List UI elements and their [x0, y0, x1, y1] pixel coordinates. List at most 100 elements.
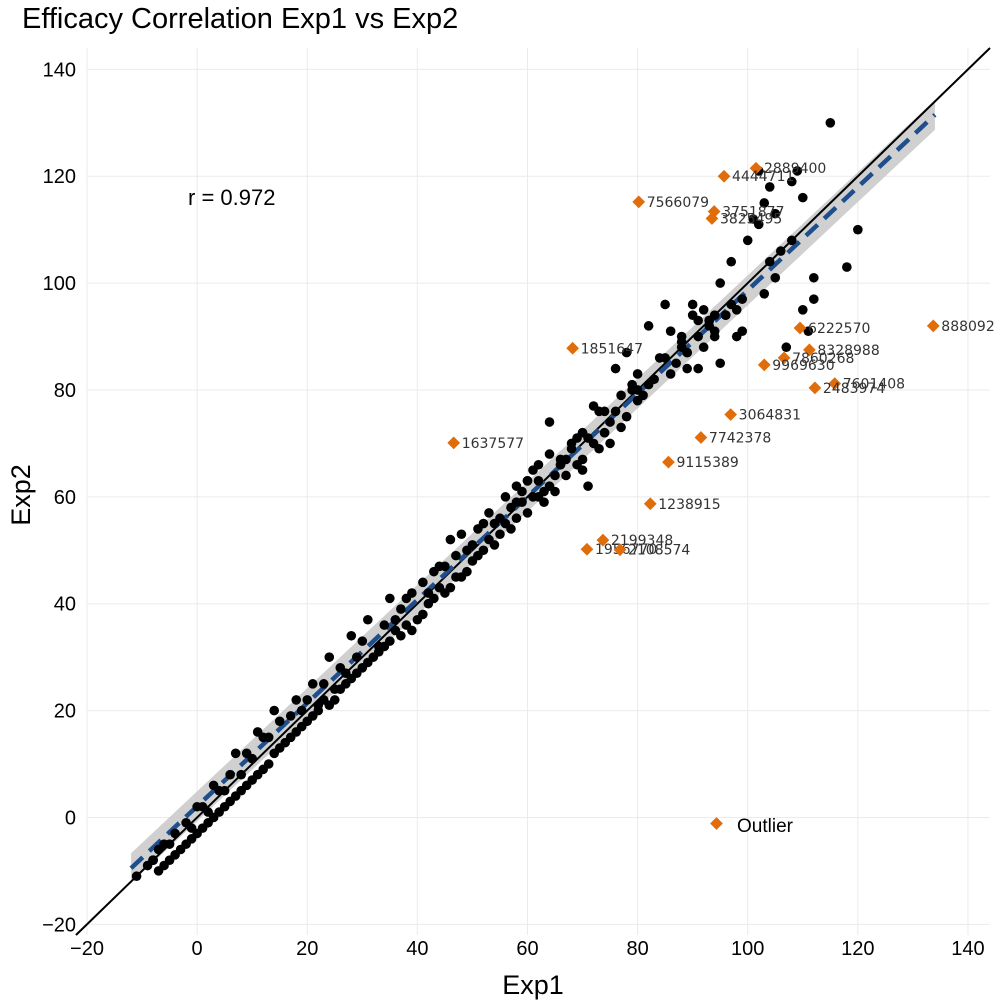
data-point [809, 272, 819, 283]
outlier-label: 1956770 [595, 542, 657, 558]
data-point [781, 342, 792, 353]
data-point [610, 406, 621, 417]
data-point [605, 417, 615, 427]
y-tick-label: 20 [54, 701, 76, 723]
outlier-point [926, 319, 940, 333]
data-point [467, 540, 478, 550]
data-point [153, 844, 164, 855]
data-point [423, 588, 434, 598]
data-point [621, 411, 632, 422]
data-point [423, 598, 434, 609]
data-point [599, 427, 610, 438]
data-point [671, 358, 681, 369]
data-point [192, 801, 202, 812]
data-point [797, 305, 808, 315]
y-axis-title: Exp2 [6, 464, 36, 526]
outlier-point [717, 169, 731, 183]
outlier-point [580, 542, 594, 556]
data-point [351, 652, 362, 662]
x-axis-ticks: −20 0 20 40 60 80 100 120 140 [70, 938, 985, 960]
data-point [434, 582, 445, 593]
data-point [566, 438, 577, 449]
outlier-label: 3064831 [739, 408, 801, 424]
outlier-label: 9969630 [772, 358, 834, 374]
data-point [759, 288, 770, 299]
data-point [401, 620, 412, 630]
data-point [605, 438, 615, 449]
data-point [616, 390, 626, 401]
outlier-label: 8328988 [817, 343, 879, 359]
data-point [698, 305, 709, 315]
data-point [715, 358, 726, 369]
outlier-point [632, 195, 646, 209]
data-point [528, 465, 538, 475]
data-point [307, 679, 318, 689]
data-point [687, 299, 698, 310]
data-point [561, 470, 571, 481]
data-point [346, 630, 357, 641]
data-point [676, 331, 687, 342]
outlier-label: 2108574 [628, 543, 690, 559]
data-point [522, 508, 533, 518]
outlier-label: 7566079 [647, 195, 709, 211]
data-point [775, 246, 786, 256]
data-point [803, 326, 814, 336]
data-point [478, 518, 489, 529]
data-point [396, 604, 406, 614]
data-point [236, 769, 246, 780]
outlier-label: 888092 [941, 319, 994, 335]
outlier-label: 1851647 [581, 341, 643, 357]
outlier-point [724, 408, 738, 421]
data-point [412, 614, 423, 625]
data-point [764, 182, 775, 192]
outlier-point [566, 341, 580, 355]
data-point [407, 588, 417, 598]
data-point [363, 614, 373, 625]
outlier-label: 7860268 [792, 351, 854, 367]
data-point [759, 198, 770, 208]
x-tick-label: 80 [626, 938, 648, 960]
data-point [610, 363, 621, 374]
data-point [809, 294, 819, 304]
data-point [555, 459, 566, 470]
data-point [583, 481, 593, 491]
data-point [726, 256, 737, 267]
data-point [682, 363, 692, 374]
data-point [533, 476, 544, 486]
data-point [786, 176, 797, 187]
data-point [792, 166, 803, 176]
y-tick-label: 60 [54, 487, 76, 509]
data-point [274, 716, 285, 727]
data-point [709, 310, 720, 320]
data-point [318, 679, 329, 689]
y-tick-label: 80 [54, 380, 76, 402]
legend: Outlier [710, 816, 794, 837]
data-point [456, 529, 467, 540]
data-point [263, 732, 274, 743]
data-point [164, 839, 175, 849]
y-tick-label: 120 [43, 166, 76, 188]
data-point [786, 235, 797, 246]
x-tick-label: 0 [192, 938, 203, 960]
data-point [742, 235, 753, 246]
data-point [269, 748, 280, 759]
data-point [577, 465, 588, 475]
regression-line [129, 113, 937, 870]
x-tick-label: 120 [841, 938, 874, 960]
x-tick-label: 140 [951, 938, 984, 960]
outlier-point [662, 455, 675, 469]
outlier-label: 4444711 [732, 169, 794, 185]
data-point [853, 224, 863, 235]
x-tick-label: 40 [406, 938, 428, 960]
data-point [731, 331, 742, 342]
data-point [770, 208, 781, 219]
data-point [621, 347, 632, 358]
data-point [682, 347, 692, 358]
outlier-point [447, 436, 461, 450]
data-point [500, 492, 511, 502]
data-point [825, 118, 836, 128]
data-point [764, 256, 775, 267]
outlier-label: 9115389 [676, 455, 738, 471]
data-point [467, 556, 478, 566]
data-point [599, 406, 610, 417]
